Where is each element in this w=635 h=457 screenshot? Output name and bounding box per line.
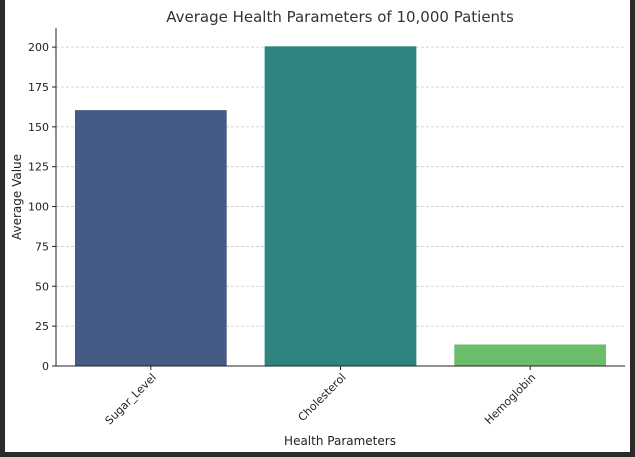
y-tick-label: 150 <box>28 121 49 134</box>
y-tick-label: 175 <box>28 81 49 94</box>
y-tick-label: 0 <box>42 360 49 373</box>
chart-title: Average Health Parameters of 10,000 Pati… <box>166 8 514 26</box>
y-tick-label: 50 <box>35 280 49 293</box>
bar-cholesterol <box>264 46 417 367</box>
y-tick-label: 200 <box>28 41 49 54</box>
x-tick-label: Sugar_Level <box>103 371 159 427</box>
y-axis-label: Average Value <box>10 154 24 240</box>
y-ticks: 0 25 50 75 100 125 150 175 200 <box>28 41 56 373</box>
x-tick-label: Cholesterol <box>296 371 349 424</box>
x-ticks: Sugar_Level Cholesterol Hemoglobin <box>103 366 538 427</box>
x-tick-label: Hemoglobin <box>482 371 538 427</box>
y-tick-label: 25 <box>35 320 49 333</box>
bars <box>74 46 607 367</box>
bar-hemoglobin <box>454 344 607 366</box>
bar-sugar-level <box>74 110 227 366</box>
x-axis-label: Health Parameters <box>284 434 396 448</box>
y-tick-label: 100 <box>28 201 49 214</box>
y-tick-label: 125 <box>28 161 49 174</box>
y-tick-label: 75 <box>35 240 49 253</box>
